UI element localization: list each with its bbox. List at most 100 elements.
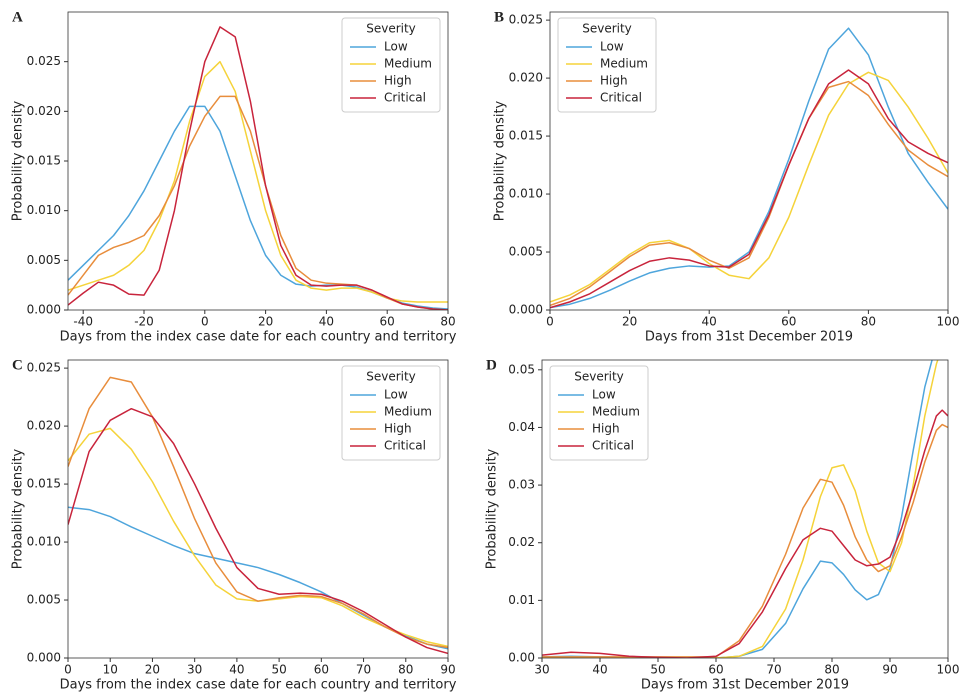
legend-label: Medium [592, 405, 640, 419]
y-tick-label: 0.005 [509, 245, 543, 259]
x-tick-label: 0 [546, 315, 554, 329]
x-axis-label: Days from 31st December 2019 [645, 330, 853, 345]
x-tick-label: 90 [440, 663, 455, 677]
y-tick-label: 0.000 [27, 651, 61, 665]
x-axis-label: Days from 31st December 2019 [641, 678, 849, 693]
density-line [68, 427, 448, 648]
density-line [68, 95, 448, 310]
x-tick-label: 40 [702, 315, 717, 329]
legend-label: Low [600, 40, 624, 54]
legend-label: Critical [384, 91, 426, 105]
x-tick-label: 70 [356, 663, 371, 677]
y-tick-label: 0.025 [27, 54, 61, 68]
y-tick-label: 0.010 [27, 203, 61, 217]
legend-label: Low [592, 388, 616, 402]
legend-title: Severity [366, 22, 416, 36]
y-tick-label: 0.000 [27, 303, 61, 317]
x-tick-label: 60 [781, 315, 796, 329]
legend-label: Critical [600, 91, 642, 105]
y-tick-label: 0.05 [508, 362, 535, 376]
x-tick-label: -40 [73, 315, 93, 329]
y-tick-label: 0.005 [27, 253, 61, 267]
x-axis-label: Days from the index case date for each c… [60, 330, 457, 345]
x-tick-label: 40 [229, 663, 244, 677]
panel-label: D [486, 357, 497, 373]
y-tick-label: 0.000 [509, 303, 543, 317]
density-line [542, 409, 948, 658]
y-tick-label: 0.015 [509, 129, 543, 143]
density-line [550, 69, 948, 309]
x-tick-label: 50 [271, 663, 286, 677]
x-tick-label: 90 [882, 663, 897, 677]
x-tick-label: 70 [766, 663, 781, 677]
panel: C 0.000 0.005 0.010 0.015 0.020 0.025 0 10 20 30 40… [11, 357, 457, 692]
x-tick-label: 0 [64, 663, 72, 677]
legend: Severity Low Medium High Critical [341, 17, 441, 113]
legend-label: Medium [384, 405, 432, 419]
y-axis-label: Probability density [485, 448, 500, 569]
y-tick-label: 0.005 [27, 593, 61, 607]
legend-box [549, 365, 649, 461]
y-tick-label: 0.020 [27, 419, 61, 433]
legend: Severity Low Medium High Critical [341, 365, 441, 461]
x-tick-label: 20 [622, 315, 637, 329]
axes-frame [67, 11, 449, 311]
panel: B 0.000 0.005 0.010 0.015 0.020 0.025 0 20 40 60 80… [493, 9, 960, 344]
y-tick-label: 0.02 [508, 535, 535, 549]
density-line [542, 360, 939, 658]
legend-label: High [592, 422, 620, 436]
y-axis-label: Probability density [11, 100, 26, 221]
density-line [68, 376, 448, 649]
legend-label: Medium [600, 57, 648, 71]
legend: Severity Low Medium High Critical [557, 17, 657, 113]
y-axis-label: Probability density [11, 448, 26, 569]
legend-label: Low [384, 388, 408, 402]
panel-label: A [12, 9, 23, 25]
legend-title: Severity [582, 22, 632, 36]
x-tick-label: 60 [380, 315, 395, 329]
x-tick-label: 30 [534, 663, 549, 677]
y-tick-label: 0.020 [509, 71, 543, 85]
x-tick-label: 60 [708, 663, 723, 677]
x-tick-label: 80 [398, 663, 413, 677]
density-line [550, 27, 948, 309]
density-line [550, 71, 948, 303]
x-tick-label: 100 [937, 663, 960, 677]
legend-label: Medium [384, 57, 432, 71]
axes-frame [549, 11, 949, 311]
x-tick-label: 10 [103, 663, 118, 677]
x-axis-label: Days from the index case date for each c… [60, 678, 457, 693]
x-tick-label: 40 [319, 315, 334, 329]
y-tick-label: 0.00 [508, 651, 535, 665]
x-tick-label: -20 [134, 315, 154, 329]
panel: A 0.000 0.005 0.010 0.015 0.020 0.025 -40 -20 0 20… [11, 9, 457, 344]
legend-label: Critical [384, 439, 426, 453]
density-line [68, 105, 448, 310]
panel-label: B [494, 9, 504, 25]
x-tick-label: 40 [592, 663, 607, 677]
y-tick-label: 0.015 [27, 154, 61, 168]
x-tick-label: 60 [314, 663, 329, 677]
legend-label: Critical [592, 439, 634, 453]
x-tick-label: 20 [145, 663, 160, 677]
axes-frame [541, 359, 949, 659]
legend-label: High [384, 422, 412, 436]
legend-box [557, 17, 657, 113]
x-tick-label: 80 [824, 663, 839, 677]
x-tick-label: 50 [650, 663, 665, 677]
x-tick-label: 0 [201, 315, 209, 329]
y-axis-label: Probability density [493, 100, 508, 221]
x-tick-label: 80 [440, 315, 455, 329]
x-tick-label: 30 [187, 663, 202, 677]
y-tick-label: 0.03 [508, 478, 535, 492]
density-line [68, 407, 448, 655]
panel-label: C [12, 357, 23, 373]
y-tick-label: 0.04 [508, 420, 535, 434]
density-line [550, 80, 948, 307]
legend: Severity Low Medium High Critical [549, 365, 649, 461]
panel: D 0.00 0.01 0.02 0.03 0.04 0.05 30 40 50 60 70 80 90 1… [485, 357, 960, 693]
y-tick-label: 0.01 [508, 593, 535, 607]
y-tick-label: 0.010 [509, 187, 543, 201]
y-tick-label: 0.010 [27, 535, 61, 549]
